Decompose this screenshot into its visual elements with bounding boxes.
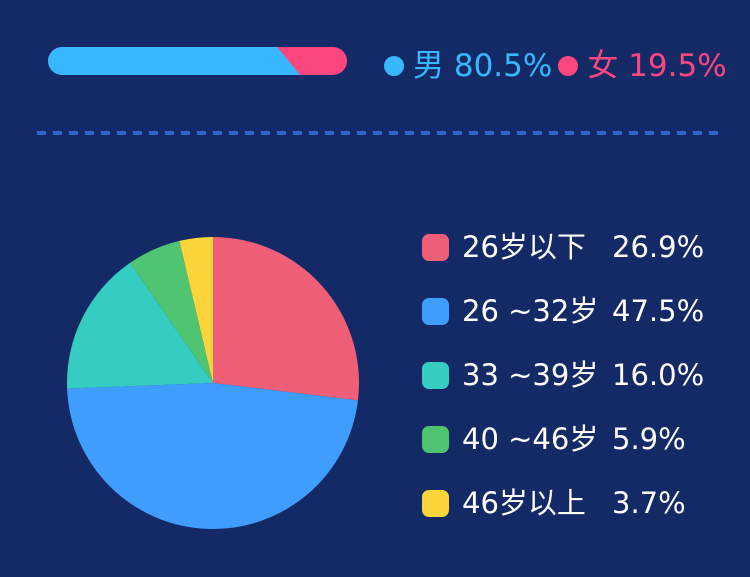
legend-swatch-icon bbox=[422, 362, 449, 389]
age-legend-label: 26 ~32岁 bbox=[462, 294, 599, 328]
pie-slice-4 bbox=[179, 237, 213, 383]
gender-legend: 男 80.5% 女 19.5% bbox=[384, 50, 727, 82]
gender-ratio-bar bbox=[48, 47, 347, 75]
age-legend-item-0[interactable]: 26岁以下 26.9% bbox=[422, 230, 705, 264]
age-legend-value: 26.9% bbox=[612, 230, 705, 264]
gender-legend-label: 女 19.5% bbox=[587, 47, 727, 84]
age-legend-value: 16.0% bbox=[612, 358, 705, 392]
age-legend-item-4[interactable]: 46岁以上 3.7% bbox=[422, 486, 704, 520]
dashed-separator bbox=[37, 131, 718, 135]
gender-legend-item-male[interactable]: 男 80.5% bbox=[384, 47, 553, 84]
age-legend-item-3[interactable]: 40 ~46岁 5.9% bbox=[422, 422, 704, 456]
age-legend-label: 46岁以上 bbox=[462, 486, 586, 520]
pie-slice-2 bbox=[66, 262, 213, 389]
legend-swatch-icon bbox=[422, 426, 449, 453]
age-legend-item-2[interactable]: 33 ~39岁 16.0% bbox=[422, 358, 705, 392]
legend-dot-icon bbox=[384, 56, 404, 76]
age-legend-label: 40 ~46岁 bbox=[462, 422, 599, 456]
pie-slice-3 bbox=[130, 240, 213, 383]
pie-slice-1 bbox=[67, 383, 358, 530]
age-legend-item-1[interactable]: 26 ~32岁 47.5% bbox=[422, 294, 705, 328]
legend-swatch-icon bbox=[422, 234, 449, 261]
age-legend-value: 3.7% bbox=[612, 486, 686, 520]
age-legend-label: 26岁以下 bbox=[462, 230, 586, 264]
age-legend-label: 33 ~39岁 bbox=[462, 358, 599, 392]
pie-slice-0 bbox=[213, 237, 359, 401]
legend-swatch-icon bbox=[422, 490, 449, 517]
legend-swatch-icon bbox=[422, 298, 449, 325]
age-legend: 26岁以下 26.9% 26 ~32岁 47.5% 33 ~39岁 16.0% 40 ~46… bbox=[422, 230, 705, 520]
gender-legend-item-female[interactable]: 女 19.5% bbox=[558, 47, 727, 84]
gender-bar-male-segment bbox=[48, 47, 300, 75]
legend-dot-icon bbox=[558, 56, 579, 76]
age-legend-value: 47.5% bbox=[612, 294, 705, 328]
age-legend-value: 5.9% bbox=[612, 422, 686, 456]
gender-legend-label: 男 80.5% bbox=[413, 47, 553, 84]
